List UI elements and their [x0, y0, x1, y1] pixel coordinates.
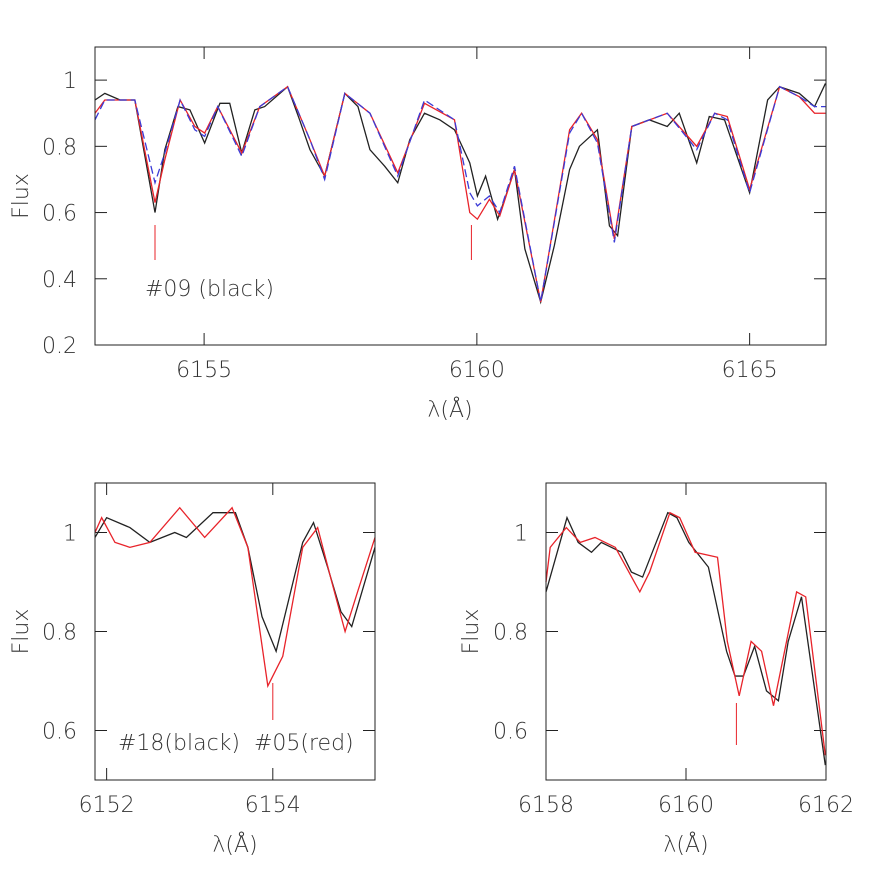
annotation: #09 (black) — [145, 277, 274, 302]
plot-frame — [94, 46, 827, 346]
x-tick-label: 6162 — [798, 793, 854, 818]
spectrum-line — [94, 85, 826, 303]
x-tick-label: 6154 — [245, 793, 301, 818]
spectrum-line — [94, 506, 376, 689]
y-tick-label: 1 — [514, 522, 528, 547]
annotation: #18(black) #05(red) — [118, 731, 354, 756]
x-axis-label: λ(Å) — [427, 397, 472, 423]
x-tick-label: 6155 — [176, 358, 232, 383]
y-tick-label: 0.2 — [42, 334, 77, 359]
y-tick-label: 0.6 — [42, 202, 77, 227]
x-axis-label: λ(Å) — [212, 832, 257, 858]
y-tick-label: 0.6 — [42, 720, 77, 745]
x-tick-label: 6158 — [518, 793, 574, 818]
y-axis-label: Flux — [9, 173, 34, 219]
plot-frame — [545, 482, 827, 781]
x-tick-label: 6165 — [722, 358, 778, 383]
x-tick-label: 6160 — [658, 793, 714, 818]
y-tick-label: 0.8 — [493, 621, 528, 646]
y-tick-label: 1 — [63, 522, 77, 547]
spectrum-line — [94, 85, 826, 303]
spectrum-line — [545, 511, 826, 766]
y-tick-label: 0.4 — [42, 268, 77, 293]
y-tick-label: 0.8 — [42, 621, 77, 646]
x-tick-label: 6152 — [79, 793, 135, 818]
x-axis-label: λ(Å) — [663, 832, 708, 858]
y-axis-label: Flux — [459, 609, 484, 655]
spectrum-line — [94, 512, 376, 654]
y-tick-label: 0.6 — [493, 720, 528, 745]
x-tick-label: 6160 — [449, 358, 505, 383]
spectrum-line — [94, 83, 827, 305]
y-axis-label: Flux — [9, 609, 34, 655]
spectrum-line — [545, 511, 826, 756]
y-tick-label: 0.8 — [42, 135, 77, 160]
y-tick-label: 1 — [63, 69, 77, 94]
plot-frame — [94, 482, 376, 781]
